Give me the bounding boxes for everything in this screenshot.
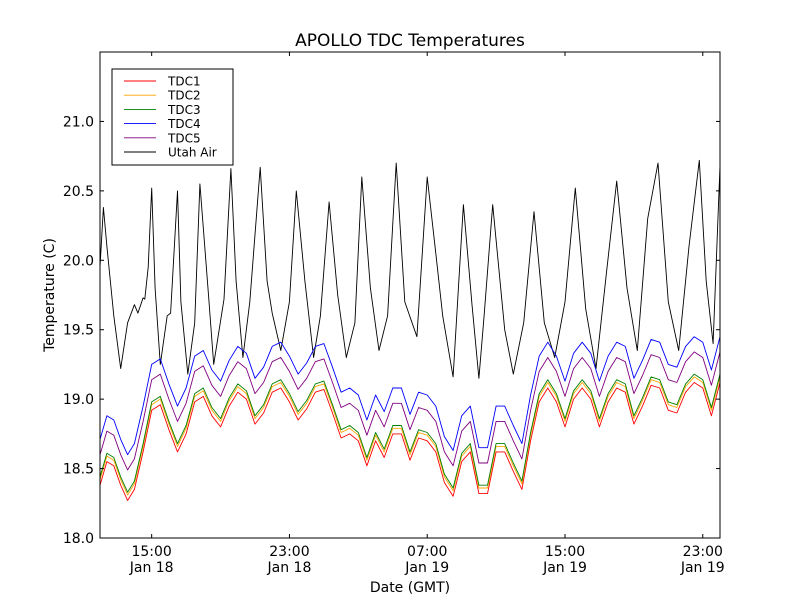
y-tick-label: 18.0 [63,531,94,547]
legend-box [111,68,234,166]
x-tick-label-date: Jan 18 [267,560,312,576]
x-tick-label-time: 23:00 [683,544,723,560]
series-line-utah-air [100,159,720,379]
y-axis-title: Temperature (C) [42,238,58,353]
y-tick-label: 19.5 [63,323,94,339]
legend-label: TDC4 [167,117,201,131]
x-tick-label-date: Jan 19 [680,560,725,576]
legend-label: TDC5 [167,131,201,145]
chart-title: APOLLO TDC Temperatures [295,31,525,51]
x-tick-label-date: Jan 18 [129,560,174,576]
y-tick-label: 18.5 [63,462,94,478]
x-tick-label-time: 15:00 [131,544,171,560]
series-line-tdc1 [100,382,720,501]
y-tick-label: 19.0 [63,392,94,408]
plot-lines [100,159,720,501]
legend-label: TDC2 [167,89,201,103]
legend-label: Utah Air [168,146,217,160]
series-line-tdc3 [100,373,720,493]
x-tick-label-time: 07:00 [407,544,447,560]
plot-frame [99,51,721,539]
legend-label: TDC1 [167,75,201,89]
x-tick-label-time: 23:00 [269,544,309,560]
x-tick-label-date: Jan 19 [404,560,449,576]
y-tick-label: 20.0 [63,253,94,269]
x-tick-label-date: Jan 19 [542,560,587,576]
y-tick-label: 20.5 [63,184,94,200]
series-line-tdc5 [100,351,720,471]
y-tick-label: 21.0 [63,114,94,130]
y-axis-ticks: 18.0 18.5 19.0 19.5 20.0 20.5 21.0 [63,114,720,547]
legend-label: TDC3 [167,103,201,117]
series-line-tdc4 [100,336,720,456]
series-line-tdc2 [100,376,720,496]
x-tick-label-time: 15:00 [545,544,585,560]
x-axis-title: Date (GMT) [370,580,450,596]
